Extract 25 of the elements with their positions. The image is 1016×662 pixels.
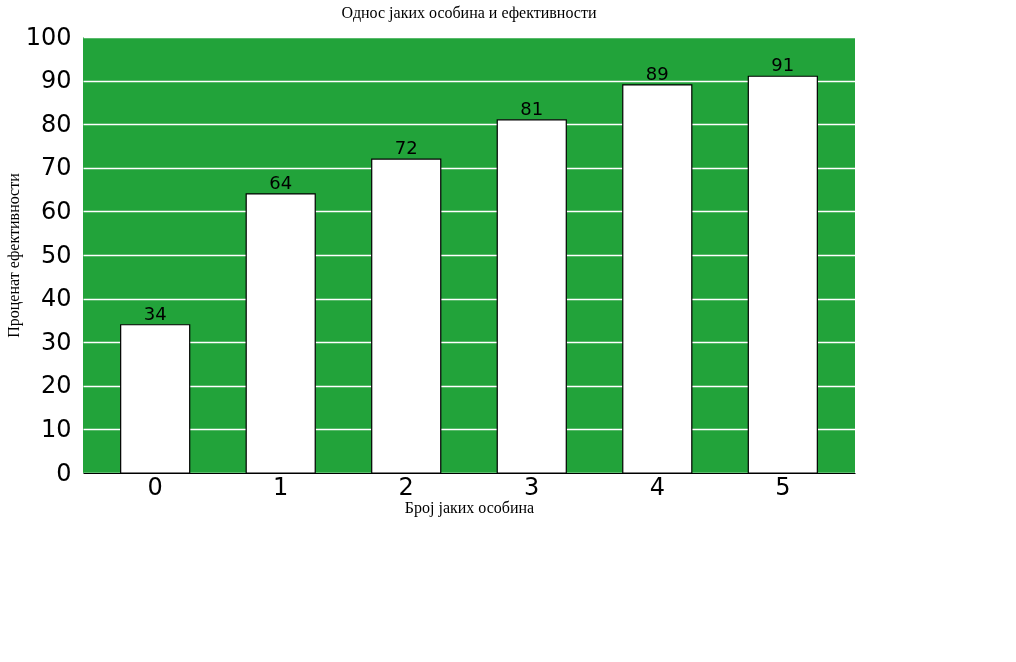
y-tick-label: 80 xyxy=(40,109,72,138)
y-tick-label: 20 xyxy=(40,371,72,400)
data-label: 89 xyxy=(645,62,669,84)
y-tick-label: 100 xyxy=(25,22,72,51)
y-tick-label: 60 xyxy=(40,196,72,225)
x-axis-title: Број јаких особина xyxy=(404,498,535,517)
data-label: 72 xyxy=(394,137,418,159)
x-tick-label: 5 xyxy=(775,472,791,501)
x-tick-label: 1 xyxy=(273,472,289,501)
y-axis-title: Проценат ефективности xyxy=(4,172,23,338)
chart-title: Однос јаких особина и ефективности xyxy=(341,4,597,22)
y-tick-label: 50 xyxy=(40,240,72,269)
y-tick-label: 10 xyxy=(40,414,72,443)
y-tick-label: 90 xyxy=(40,66,72,95)
y-tick-label: 30 xyxy=(40,327,72,356)
x-tick-label: 0 xyxy=(147,472,163,501)
data-label: 91 xyxy=(771,54,795,76)
x-tick-label: 4 xyxy=(649,472,665,501)
x-tick-label: 3 xyxy=(524,472,540,501)
data-label: 34 xyxy=(143,302,167,324)
y-tick-label: 70 xyxy=(40,153,72,182)
data-label: 64 xyxy=(269,171,293,193)
y-tick-label: 40 xyxy=(40,284,72,313)
data-label: 81 xyxy=(520,97,544,119)
x-tick-label: 2 xyxy=(398,472,414,501)
